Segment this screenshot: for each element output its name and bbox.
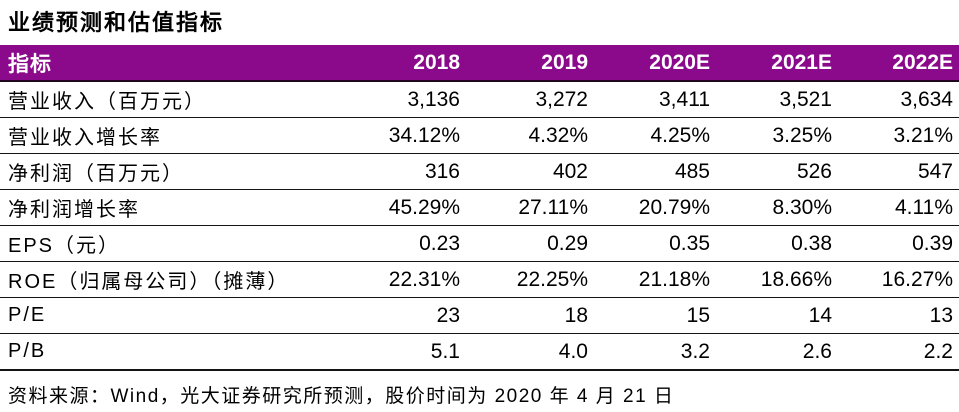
row-label-cell: EPS（元） bbox=[0, 225, 337, 262]
value-cell: 0.35 bbox=[588, 225, 710, 262]
value-cell: 45.29% bbox=[337, 189, 460, 226]
value-cell: 20.79% bbox=[588, 189, 710, 226]
table-row: 营业收入（百万元） 3,136 3,272 3,411 3,521 3,634 bbox=[0, 81, 959, 118]
value-cell: 3,521 bbox=[710, 81, 832, 118]
table-row: P/B 5.1 4.0 3.2 2.6 2.2 bbox=[0, 333, 959, 371]
row-label-cell: 营业收入增长率 bbox=[0, 117, 337, 154]
value-cell: 526 bbox=[710, 153, 832, 190]
value-cell: 485 bbox=[588, 153, 710, 190]
value-cell: 3,634 bbox=[832, 81, 959, 118]
row-label-cell: 营业收入（百万元） bbox=[0, 81, 337, 118]
value-cell: 4.32% bbox=[460, 117, 588, 154]
value-cell: 316 bbox=[337, 153, 460, 190]
value-cell: 2.2 bbox=[832, 333, 959, 371]
value-cell: 27.11% bbox=[460, 189, 588, 226]
row-label-cell: 净利润增长率 bbox=[0, 189, 337, 226]
table-title: 业绩预测和估值指标 bbox=[8, 10, 225, 35]
table-row: 营业收入增长率 34.12% 4.32% 4.25% 3.25% 3.21% bbox=[0, 117, 959, 154]
forecast-valuation-table: 指标 2018 2019 2020E 2021E 2022E 营业收入（百万元） 3,136… bbox=[0, 45, 959, 371]
table-row: 净利润增长率 45.29% 27.11% 20.79% 8.30% 4.11% bbox=[0, 189, 959, 226]
value-cell: 3,136 bbox=[337, 81, 460, 118]
table-row: EPS（元） 0.23 0.29 0.35 0.38 0.39 bbox=[0, 225, 959, 262]
table-header-row: 指标 2018 2019 2020E 2021E 2022E bbox=[0, 45, 959, 82]
value-cell: 21.18% bbox=[588, 261, 710, 298]
table-body: 营业收入（百万元） 3,136 3,272 3,411 3,521 3,634 营业收入增长… bbox=[0, 81, 959, 371]
row-label-cell: 净利润（百万元） bbox=[0, 153, 337, 190]
row-label-cell: P/B bbox=[0, 333, 337, 371]
value-cell: 23 bbox=[337, 297, 460, 334]
value-cell: 3.2 bbox=[588, 333, 710, 371]
value-cell: 16.27% bbox=[832, 261, 959, 298]
value-cell: 4.25% bbox=[588, 117, 710, 154]
header-year-cell: 2022E bbox=[832, 45, 959, 82]
value-cell: 3,411 bbox=[588, 81, 710, 118]
source-note: 资料来源：Wind，光大证券研究所预测，股价时间为 2020 年 4 月 21 … bbox=[8, 386, 675, 407]
value-cell: 4.11% bbox=[832, 189, 959, 226]
value-cell: 15 bbox=[588, 297, 710, 334]
value-cell: 22.31% bbox=[337, 261, 460, 298]
value-cell: 14 bbox=[710, 297, 832, 334]
value-cell: 0.29 bbox=[460, 225, 588, 262]
header-year-cell: 2019 bbox=[460, 45, 588, 82]
row-label-cell: P/E bbox=[0, 297, 337, 334]
table-row: ROE（归属母公司）（摊薄） 22.31% 22.25% 21.18% 18.66% 16… bbox=[0, 261, 959, 298]
value-cell: 18 bbox=[460, 297, 588, 334]
value-cell: 3.25% bbox=[710, 117, 832, 154]
header-year-cell: 2018 bbox=[337, 45, 460, 82]
value-cell: 13 bbox=[832, 297, 959, 334]
value-cell: 402 bbox=[460, 153, 588, 190]
row-label-cell: ROE（归属母公司）（摊薄） bbox=[0, 261, 337, 298]
value-cell: 2.6 bbox=[710, 333, 832, 371]
value-cell: 22.25% bbox=[460, 261, 588, 298]
value-cell: 0.38 bbox=[710, 225, 832, 262]
value-cell: 547 bbox=[832, 153, 959, 190]
value-cell: 3,272 bbox=[460, 81, 588, 118]
value-cell: 5.1 bbox=[337, 333, 460, 371]
value-cell: 34.12% bbox=[337, 117, 460, 154]
value-cell: 0.39 bbox=[832, 225, 959, 262]
value-cell: 8.30% bbox=[710, 189, 832, 226]
header-label-cell: 指标 bbox=[0, 45, 337, 82]
header-year-cell: 2021E bbox=[710, 45, 832, 82]
value-cell: 0.23 bbox=[337, 225, 460, 262]
value-cell: 4.0 bbox=[460, 333, 588, 371]
table-row: 净利润（百万元） 316 402 485 526 547 bbox=[0, 153, 959, 190]
value-cell: 18.66% bbox=[710, 261, 832, 298]
header-year-cell: 2020E bbox=[588, 45, 710, 82]
value-cell: 3.21% bbox=[832, 117, 959, 154]
table-row: P/E 23 18 15 14 13 bbox=[0, 297, 959, 334]
